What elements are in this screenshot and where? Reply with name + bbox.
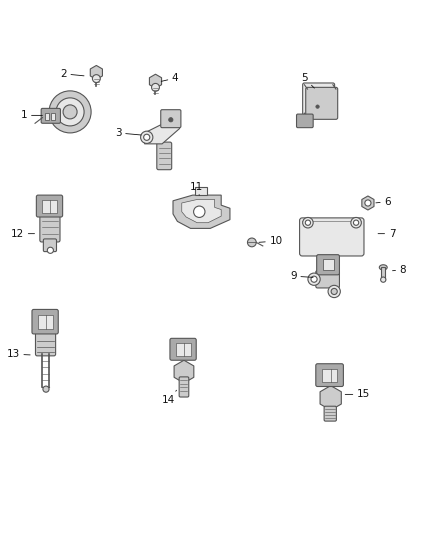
Text: 12: 12 [11,229,35,239]
Polygon shape [173,195,230,229]
FancyBboxPatch shape [157,142,172,169]
FancyBboxPatch shape [317,255,339,275]
Text: 10: 10 [259,236,283,246]
FancyBboxPatch shape [322,369,337,382]
FancyBboxPatch shape [40,214,60,242]
FancyBboxPatch shape [41,108,60,123]
Polygon shape [320,386,341,410]
Text: 3: 3 [115,128,141,138]
Text: 6: 6 [376,197,391,207]
Circle shape [144,134,150,140]
Polygon shape [182,199,221,223]
FancyBboxPatch shape [35,330,56,356]
Polygon shape [174,360,194,383]
Circle shape [308,273,320,285]
FancyBboxPatch shape [45,113,49,120]
Circle shape [353,220,359,225]
FancyBboxPatch shape [36,195,63,217]
Circle shape [311,276,317,282]
Text: 11: 11 [190,182,203,195]
Circle shape [141,131,153,143]
FancyBboxPatch shape [42,200,57,213]
Text: 9: 9 [290,271,313,281]
Circle shape [194,206,205,217]
FancyBboxPatch shape [323,260,334,270]
Ellipse shape [379,265,387,270]
FancyBboxPatch shape [303,83,335,115]
Circle shape [152,84,159,91]
FancyBboxPatch shape [195,187,207,195]
FancyBboxPatch shape [176,343,191,356]
FancyBboxPatch shape [170,338,196,360]
FancyBboxPatch shape [161,110,181,128]
Circle shape [63,105,77,119]
Circle shape [49,91,91,133]
Text: 4: 4 [161,73,179,83]
FancyBboxPatch shape [32,310,58,334]
Text: 1: 1 [21,110,42,120]
FancyBboxPatch shape [51,113,55,120]
Text: 2: 2 [60,69,84,79]
Circle shape [328,285,340,297]
Circle shape [56,98,84,126]
Text: 15: 15 [345,390,370,399]
Circle shape [43,386,49,392]
Polygon shape [149,74,162,88]
FancyBboxPatch shape [381,268,385,280]
FancyBboxPatch shape [43,239,57,252]
Polygon shape [90,66,102,79]
Circle shape [47,247,53,253]
Circle shape [169,118,173,122]
FancyBboxPatch shape [316,270,339,288]
Circle shape [316,105,319,108]
Circle shape [305,220,311,225]
Circle shape [365,200,371,206]
FancyBboxPatch shape [179,377,189,397]
FancyBboxPatch shape [300,218,364,256]
Circle shape [351,217,361,228]
FancyBboxPatch shape [38,314,53,329]
Polygon shape [145,111,180,144]
FancyBboxPatch shape [297,114,313,128]
Circle shape [331,288,337,295]
Circle shape [381,277,386,282]
Text: 14: 14 [162,390,177,405]
FancyBboxPatch shape [324,406,336,421]
Polygon shape [362,196,374,210]
Circle shape [92,75,100,83]
Text: 5: 5 [301,73,314,88]
Circle shape [247,238,256,247]
FancyBboxPatch shape [306,87,338,119]
Circle shape [303,217,313,228]
FancyBboxPatch shape [316,364,343,386]
Text: 8: 8 [392,264,406,274]
Text: 7: 7 [378,229,396,239]
Text: 13: 13 [7,349,30,359]
